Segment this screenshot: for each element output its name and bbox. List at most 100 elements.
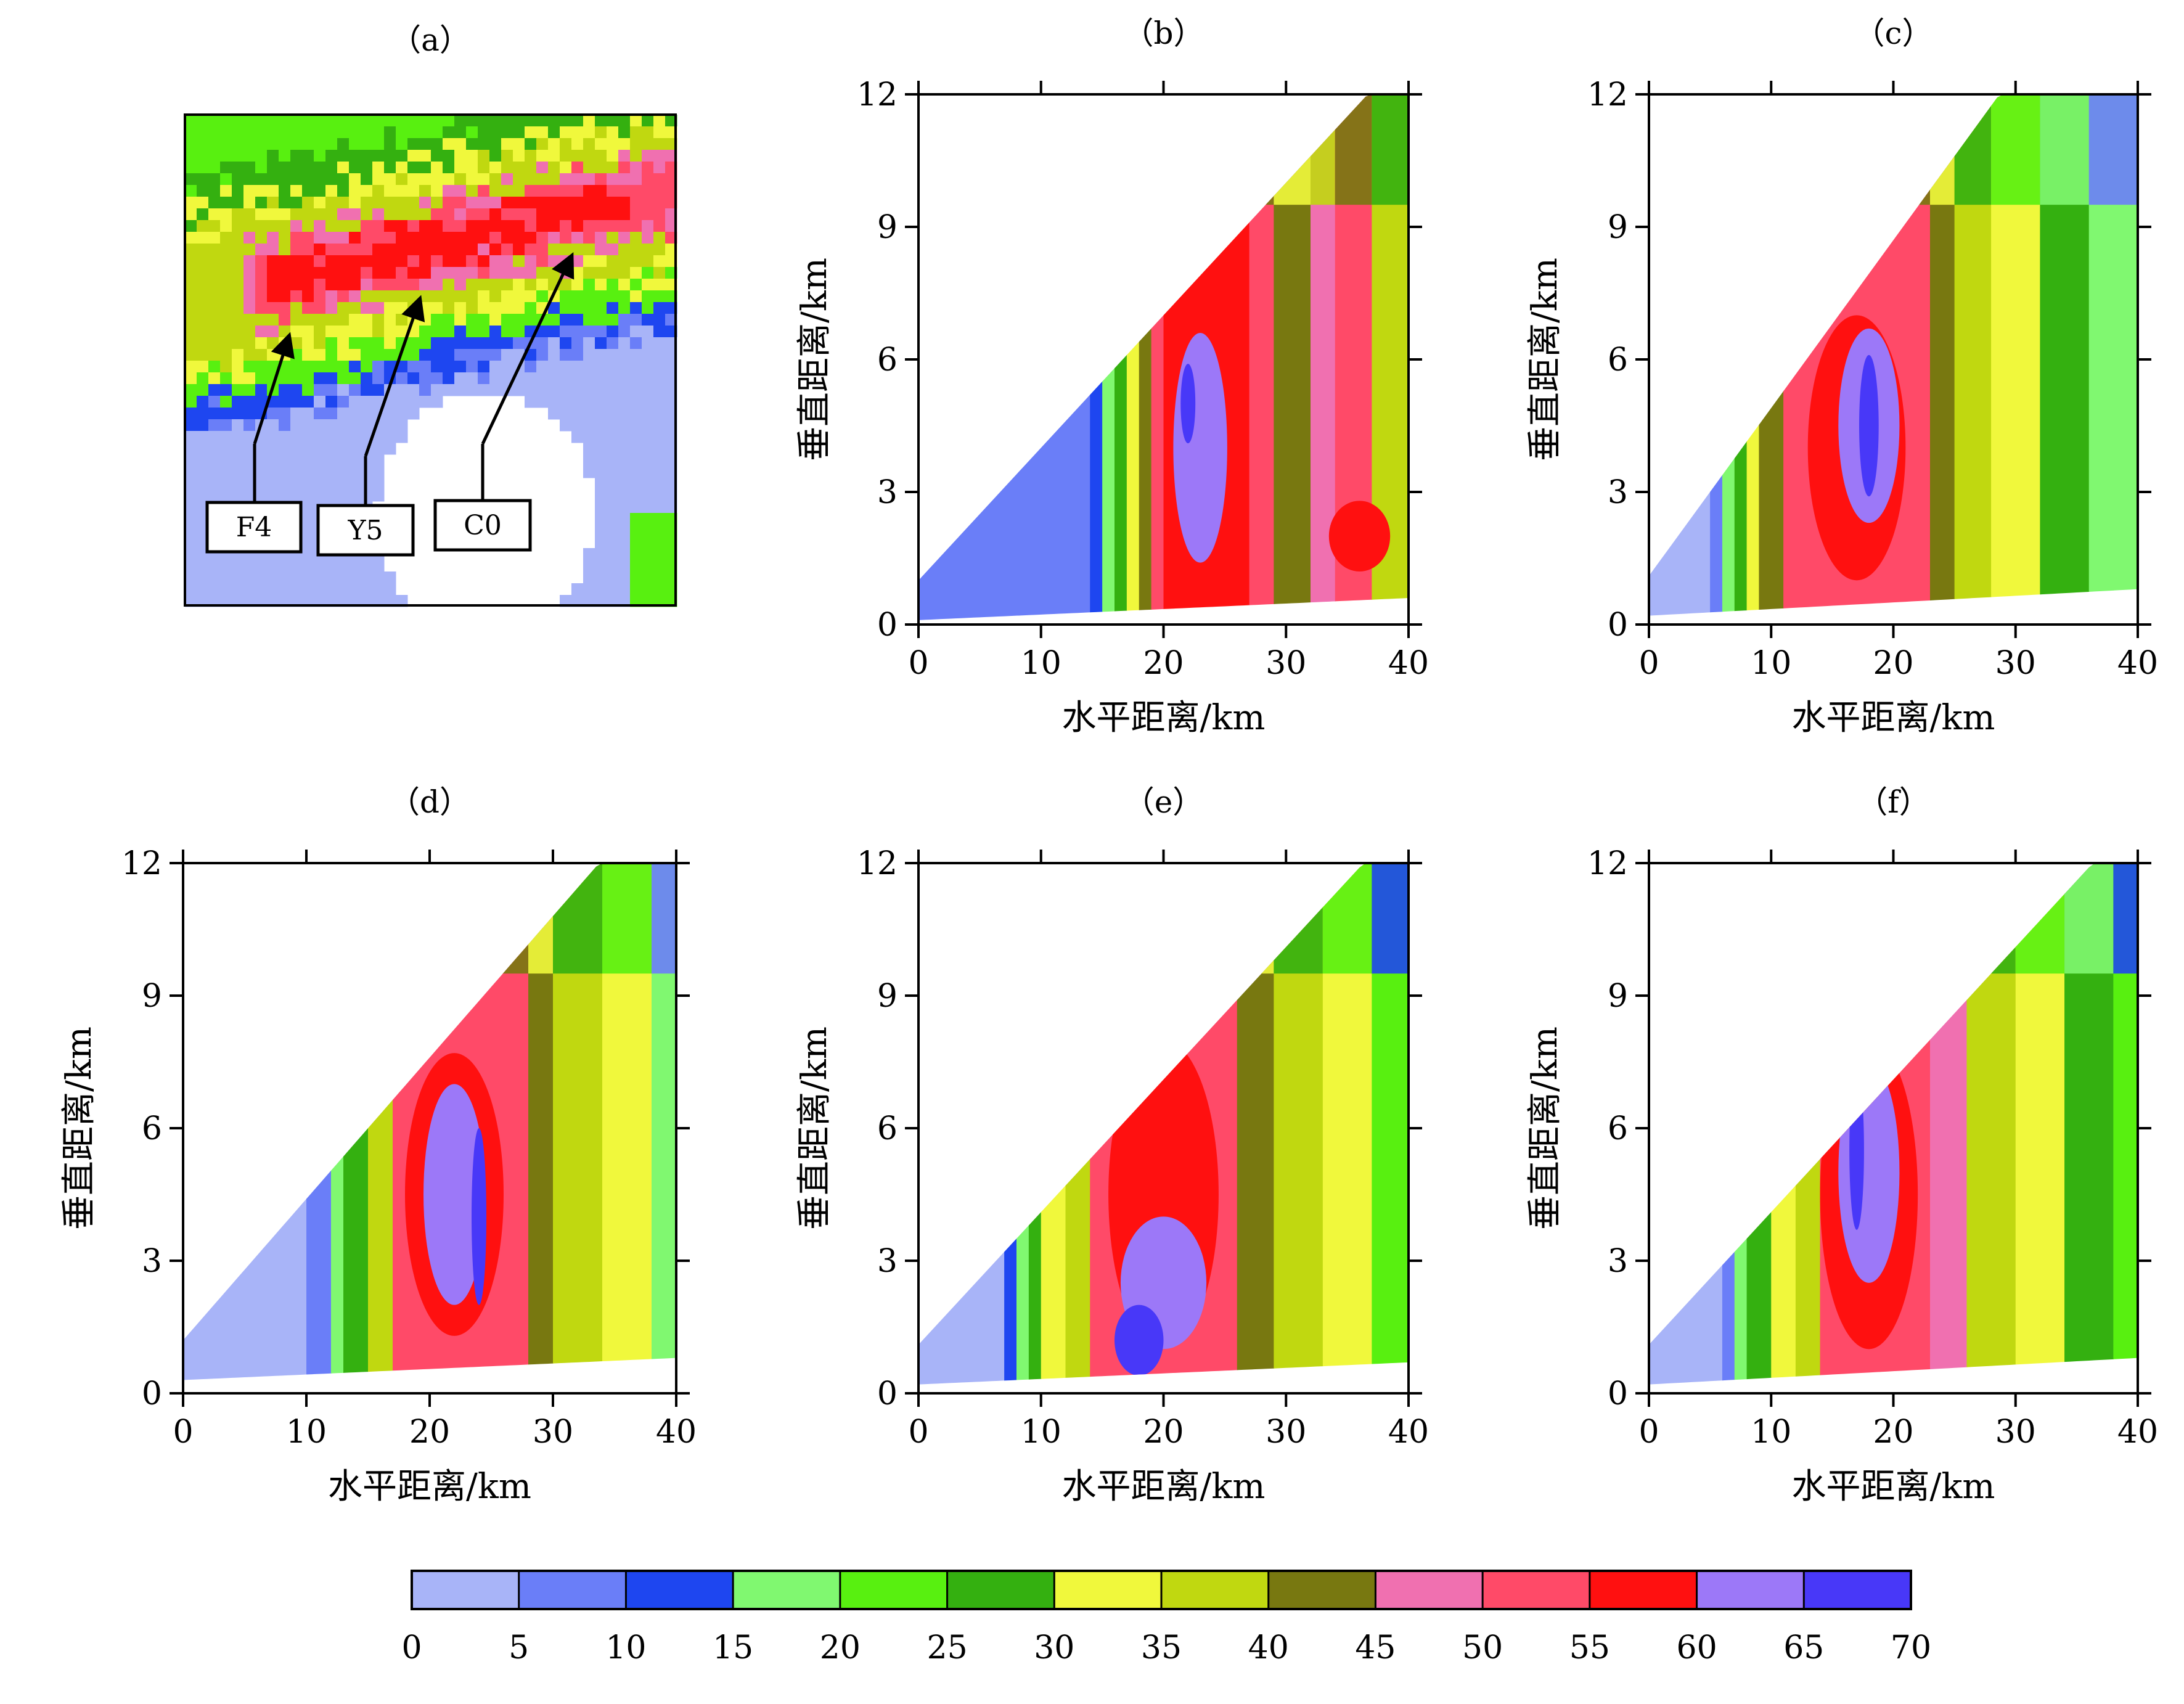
ppi-cell xyxy=(243,372,256,385)
ppi-cell xyxy=(431,197,443,209)
ppi-cell xyxy=(372,396,385,408)
ppi-cell xyxy=(653,408,666,420)
ppi-cell xyxy=(208,372,221,385)
ppi-cell xyxy=(361,326,373,338)
ppi-cell xyxy=(267,595,279,607)
ppi-cell xyxy=(232,267,244,279)
ppi-cell xyxy=(536,162,549,174)
ppi-cell xyxy=(267,466,279,478)
reflectivity-band-upper xyxy=(393,863,529,974)
ppi-cell xyxy=(489,302,502,314)
ppi-cell xyxy=(443,208,455,221)
ppi-cell xyxy=(583,466,595,478)
ppi-cell xyxy=(384,173,396,186)
ppi-cell xyxy=(583,548,595,560)
ppi-cell xyxy=(665,162,677,174)
ppi-cell xyxy=(396,220,408,232)
ppi-cell xyxy=(349,255,361,268)
reflectivity-band-upper xyxy=(1016,863,1029,974)
ppi-cell xyxy=(220,185,232,197)
ppi-cell xyxy=(618,349,631,361)
ppi-cell xyxy=(571,115,584,127)
ppi-cell xyxy=(220,255,232,268)
reflectivity-band-upper xyxy=(331,863,344,974)
ppi-cell xyxy=(243,384,256,396)
ppi-cell xyxy=(489,349,502,361)
reflectivity-band xyxy=(1649,94,1711,616)
ppi-cell xyxy=(232,454,244,467)
ppi-cell xyxy=(630,302,642,314)
ppi-cell xyxy=(290,173,303,186)
annotation-label-y5: Y5 xyxy=(347,515,383,546)
ppi-cell xyxy=(618,267,631,279)
ppi-cell xyxy=(419,185,431,197)
ppi-cell xyxy=(431,267,443,279)
x-tick-label: 40 xyxy=(1388,645,1429,682)
ppi-cell xyxy=(349,173,361,186)
reflectivity-band-upper xyxy=(1176,94,1250,205)
ppi-cell xyxy=(431,314,443,326)
ppi-cell xyxy=(384,326,396,338)
ppi-cell xyxy=(290,267,303,279)
ppi-cell xyxy=(630,197,642,209)
ppi-cell xyxy=(255,220,268,232)
ppi-cell xyxy=(560,232,572,244)
ppi-cell xyxy=(653,115,666,127)
ppi-cell xyxy=(431,326,443,338)
ppi-cell xyxy=(337,290,350,303)
ppi-cell xyxy=(419,267,431,279)
ppi-cell xyxy=(607,162,619,174)
ppi-cell xyxy=(443,361,455,373)
reflectivity-band xyxy=(1734,863,1748,1385)
ppi-cell xyxy=(653,560,666,572)
ppi-cell xyxy=(431,173,443,186)
ppi-cell xyxy=(501,232,513,244)
ppi-cell xyxy=(208,290,221,303)
ppi-cell xyxy=(419,208,431,221)
ppi-cell xyxy=(372,571,385,584)
ppi-cell xyxy=(618,279,631,291)
ppi-cell xyxy=(220,302,232,314)
ppi-cell xyxy=(653,290,666,303)
y-tick-label: 6 xyxy=(1608,1110,1628,1147)
ppi-cell xyxy=(513,384,525,396)
ppi-cell xyxy=(443,232,455,244)
ppi-cell xyxy=(454,208,467,221)
reflectivity-band xyxy=(1004,863,1017,1385)
ppi-cell xyxy=(185,372,197,385)
ppi-cell xyxy=(208,267,221,279)
ppi-cell xyxy=(325,244,338,256)
ppi-cell xyxy=(560,173,572,186)
ppi-cell xyxy=(197,279,209,291)
ppi-cell xyxy=(407,267,420,279)
ppi-cell xyxy=(489,255,502,268)
ppi-cell xyxy=(642,571,654,584)
ppi-cell xyxy=(571,290,584,303)
ppi-cell xyxy=(185,267,197,279)
ppi-cell xyxy=(325,185,338,197)
ppi-cell xyxy=(372,478,385,490)
ppi-cell xyxy=(372,302,385,314)
ppi-cell xyxy=(302,595,314,607)
ppi-cell xyxy=(478,349,490,361)
ppi-cell xyxy=(489,361,502,373)
ppi-cell xyxy=(314,208,326,221)
ppi-cell xyxy=(595,560,607,572)
ppi-cell xyxy=(419,337,431,350)
ppi-cell xyxy=(454,372,467,385)
ppi-cell xyxy=(220,267,232,279)
ppi-cell xyxy=(665,384,677,396)
ppi-cell xyxy=(513,220,525,232)
ppi-cell xyxy=(290,361,303,373)
ppi-cell xyxy=(314,443,326,455)
ppi-cell xyxy=(431,384,443,396)
y-tick-label: 9 xyxy=(1608,209,1628,246)
y-tick-label: 9 xyxy=(877,209,898,246)
reflectivity-band-upper xyxy=(1237,863,1275,974)
ppi-cell xyxy=(302,536,314,549)
ppi-cell xyxy=(630,431,642,443)
ppi-cell xyxy=(290,384,303,396)
ppi-cell xyxy=(220,454,232,467)
reflectivity-band-upper xyxy=(1163,94,1177,205)
ppi-cell xyxy=(361,372,373,385)
